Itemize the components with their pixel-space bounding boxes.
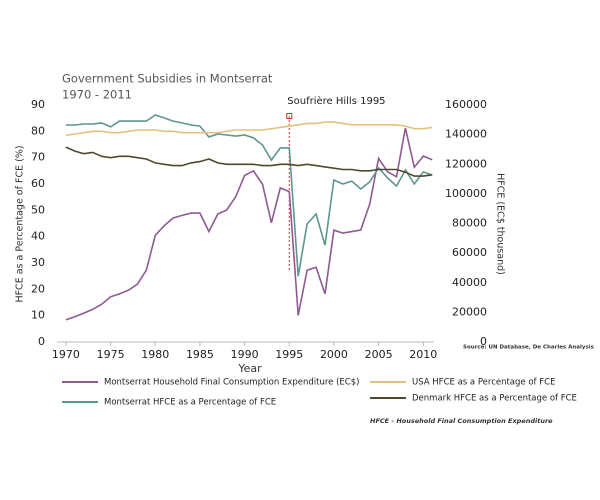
- y2-tick-label: 100000: [445, 187, 487, 200]
- x-tick-label: 1970: [52, 348, 80, 361]
- x-tick-label: 2010: [409, 348, 437, 361]
- y2-tick-label: 120000: [445, 157, 487, 170]
- x-tick-label: 1980: [141, 348, 169, 361]
- y-tick-label: 30: [31, 256, 45, 269]
- y-tick-label: 90: [31, 98, 45, 111]
- x-axis-label: Year: [237, 362, 262, 375]
- x-tick-label: 1985: [186, 348, 214, 361]
- y-tick-label: 0: [38, 335, 45, 348]
- y-tick-label: 20: [31, 282, 45, 295]
- y2-tick-label: 60000: [452, 246, 487, 259]
- y-tick-label: 10: [31, 309, 45, 322]
- x-tick-label: 2005: [365, 348, 393, 361]
- series-line: [65, 121, 433, 137]
- series-line: [65, 127, 433, 321]
- y-tick-label: 60: [31, 177, 45, 190]
- y-tick-label: 50: [31, 203, 45, 216]
- y2-axis-label: HFCE (EC$ thousand): [495, 173, 506, 275]
- y2-tick-label: 40000: [452, 276, 487, 289]
- chart-title: Government Subsidies in Montserrat: [62, 72, 273, 86]
- x-tick-label: 1975: [97, 348, 125, 361]
- series-line: [65, 146, 433, 177]
- x-tick-label: 1990: [231, 348, 259, 361]
- y2-tick-label: 80000: [452, 217, 487, 230]
- source-note: Source: UN Database, De Charles Analysis: [463, 345, 595, 351]
- y2-tick-label: 0: [480, 335, 487, 348]
- y-tick-label: 80: [31, 124, 45, 137]
- chart-subtitle: 1970 - 2011: [62, 88, 132, 102]
- y2-tick-label: 20000: [452, 305, 487, 318]
- legend-label: Montserrat HFCE as a Percentage of FCE: [104, 398, 276, 408]
- y-axis-label: HFCE as a Percentage of FCE (%): [15, 145, 26, 302]
- annotation-marker: [286, 113, 293, 119]
- y2-tick-label: 140000: [445, 128, 487, 141]
- legend-label: Denmark HFCE as a Percentage of FCE: [412, 394, 577, 404]
- x-tick-label: 1995: [275, 348, 303, 361]
- legend-label: USA HFCE as a Percentage of FCE: [412, 378, 555, 388]
- series-line: [65, 114, 433, 277]
- footnote: HFCE - Household Final Consumption Expen…: [370, 417, 553, 425]
- annotation-label: Soufrière Hills 1995: [287, 95, 385, 107]
- y-tick-label: 70: [31, 151, 45, 164]
- legend-label: Montserrat Household Final Consumption E…: [104, 378, 359, 388]
- y2-tick-label: 160000: [445, 98, 487, 111]
- x-tick-label: 2000: [320, 348, 348, 361]
- y-tick-label: 40: [31, 230, 45, 243]
